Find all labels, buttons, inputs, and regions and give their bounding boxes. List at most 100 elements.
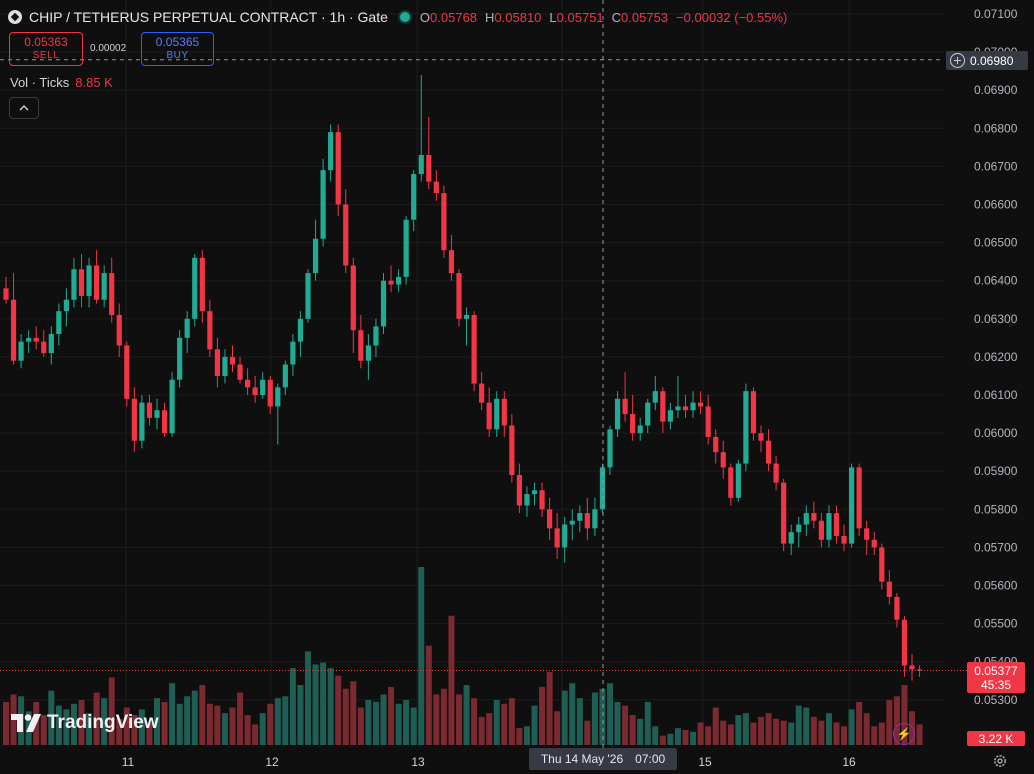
symbol-title[interactable]: CHIP / TETHERUS PERPETUAL CONTRACT · 1h … <box>29 9 388 25</box>
candle-body <box>290 341 296 365</box>
candle-body <box>660 391 666 422</box>
candle-body <box>667 410 673 422</box>
volume-bar <box>365 700 372 745</box>
candle-body <box>252 387 258 395</box>
candle-body <box>222 356 228 376</box>
volume-bar <box>531 705 538 745</box>
lightning-icon[interactable]: ⚡ <box>893 723 915 745</box>
price-axis-tick: 0.05600 <box>974 579 1018 593</box>
volume-bar <box>267 703 274 745</box>
candle-body <box>531 490 538 495</box>
tradingview-logo[interactable]: TradingView <box>11 712 159 734</box>
volume-legend-label: Vol · Ticks <box>10 75 70 90</box>
chevron-up-icon <box>19 105 29 111</box>
volume-bar <box>546 671 553 745</box>
ohlc-low-label: L <box>549 9 557 25</box>
candle-body <box>509 425 515 476</box>
volume-bar <box>312 664 319 745</box>
candle-body <box>275 387 281 407</box>
buy-button[interactable]: 0.05365 BUY <box>141 32 214 66</box>
volume-bar <box>765 713 772 745</box>
candle-body <box>245 379 251 388</box>
volume-bar <box>508 698 515 745</box>
candle-body <box>350 265 356 331</box>
volume-bar <box>886 700 893 745</box>
candle-body <box>637 425 643 434</box>
volume-bar <box>214 705 221 745</box>
candle-body <box>811 513 817 521</box>
volume-bar <box>48 690 55 745</box>
gear-icon[interactable] <box>992 753 1008 769</box>
candle-body <box>826 513 832 540</box>
candle-body <box>562 524 568 548</box>
volume-bar <box>788 722 795 745</box>
price-axis-tick: 0.05500 <box>974 617 1018 631</box>
candle-body <box>78 269 85 296</box>
volume-legend[interactable]: Vol · Ticks 8.85 K <box>10 75 113 90</box>
candle-body <box>841 535 847 544</box>
volume-bar <box>863 713 870 745</box>
volume-bar <box>55 705 62 745</box>
collapse-legend-button[interactable] <box>9 97 39 119</box>
candle-body <box>131 398 137 441</box>
candle-body <box>63 299 69 312</box>
volume-bar <box>425 645 432 745</box>
candle-body <box>154 410 160 418</box>
symbol-icon[interactable] <box>8 10 22 24</box>
candle-body <box>282 364 288 388</box>
volume-bar <box>893 696 900 745</box>
candle-body <box>471 314 477 384</box>
volume-bar <box>40 715 47 745</box>
candle-body <box>788 532 794 544</box>
volume-bar <box>773 718 780 745</box>
candle-body <box>909 665 915 670</box>
candle-body <box>479 383 485 403</box>
volume-bar <box>712 707 719 745</box>
candle-body <box>622 398 628 415</box>
candle-body <box>743 391 749 464</box>
volume-bar <box>622 705 629 745</box>
ohlc-open-label: O <box>419 9 431 25</box>
volume-bar <box>320 662 327 745</box>
status-dot-icon[interactable] <box>399 12 410 22</box>
volume-bar <box>742 713 749 745</box>
volume-bar <box>101 698 108 745</box>
candle-body <box>554 528 560 548</box>
candle-body <box>441 193 447 251</box>
price-axis-tick: 0.06600 <box>974 198 1018 212</box>
candle-body <box>916 669 923 671</box>
candle-body <box>539 490 545 510</box>
candle-body <box>516 475 522 506</box>
volume-bar <box>289 668 296 745</box>
volume-bar <box>705 726 712 745</box>
volume-bar <box>539 686 546 745</box>
candle-body <box>494 398 500 430</box>
candle-body <box>41 341 47 354</box>
sell-button[interactable]: 0.05363 SELL <box>9 32 83 66</box>
price-axis-tick: 0.06400 <box>974 274 1018 288</box>
price-axis-tick: 0.05900 <box>974 464 1018 478</box>
candle-body <box>124 345 130 399</box>
plus-circle-icon[interactable] <box>950 53 965 68</box>
candle-body <box>614 398 621 430</box>
candle-body <box>396 276 402 285</box>
candle-body <box>765 440 772 464</box>
volume-bar <box>448 615 455 745</box>
buy-label: BUY <box>166 50 189 61</box>
candle-body <box>864 528 870 540</box>
candle-body <box>207 311 213 350</box>
volume-bar <box>614 701 621 745</box>
candle-body <box>735 463 741 498</box>
candle-body <box>728 467 734 498</box>
candle-body <box>33 337 39 342</box>
candle-body <box>26 337 32 342</box>
volume-bar <box>116 718 123 745</box>
volume-bar <box>493 700 500 745</box>
price-axis-tick: 0.05700 <box>974 540 1018 554</box>
price-axis-tick: 0.06700 <box>974 159 1018 173</box>
time-axis-label: 13 <box>411 755 425 769</box>
tradingview-logo-icon <box>11 714 41 732</box>
candle-body <box>652 391 658 403</box>
volume-bar <box>146 722 153 745</box>
